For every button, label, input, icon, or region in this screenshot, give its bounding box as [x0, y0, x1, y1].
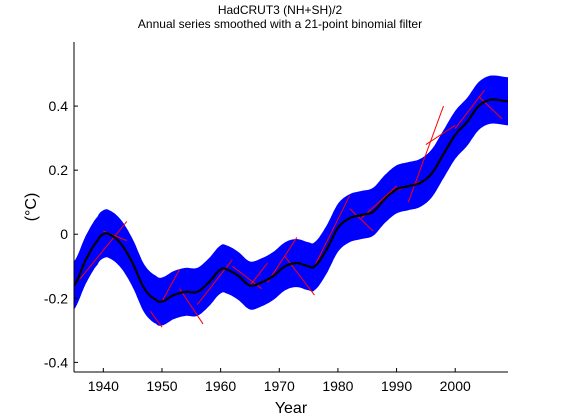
- x-tick-label: 1940: [88, 378, 119, 394]
- y-tick-label: 0: [60, 226, 68, 242]
- trend-segment: [249, 262, 268, 286]
- trend-segment: [349, 208, 374, 232]
- plot-area: [74, 75, 508, 328]
- y-tick-label: 0.2: [49, 162, 69, 178]
- x-axis-label: Year: [275, 400, 308, 417]
- trend-segment: [407, 105, 444, 203]
- trend-segment: [196, 259, 233, 306]
- trend-segment: [454, 89, 485, 129]
- x-tick-label: 1960: [205, 378, 236, 394]
- trend-segment: [179, 288, 204, 325]
- x-tick-label: 2000: [440, 378, 471, 394]
- x-tick-label: 1970: [264, 378, 295, 394]
- y-tick-label: -0.2: [44, 290, 68, 306]
- uncertainty-band: [74, 75, 508, 326]
- chart-subtitle: Annual series smoothed with a 21-point b…: [138, 17, 422, 31]
- trend-segment: [267, 237, 298, 283]
- chart-title: HadCRUT3 (NH+SH)/2: [218, 3, 343, 17]
- y-tick-label: -0.4: [44, 354, 68, 370]
- x-tick-label: 1950: [146, 378, 177, 394]
- trend-segment: [161, 269, 181, 302]
- trend-segment: [149, 310, 163, 328]
- x-tick-label: 1990: [381, 378, 412, 394]
- axes: 1940 1950 1960 1970 1980 1990 2000 -0.4 -0.2 0 0.…: [44, 42, 508, 394]
- y-axis-label: (°C): [23, 193, 40, 222]
- trend-segment: [314, 195, 351, 267]
- x-tick-label: 1980: [322, 378, 353, 394]
- trend-segment: [425, 124, 456, 145]
- trend-segment: [478, 96, 503, 120]
- trend-segment: [79, 221, 128, 280]
- smoothed-series-line: [74, 98, 508, 304]
- y-tick-label: 0.4: [49, 98, 69, 114]
